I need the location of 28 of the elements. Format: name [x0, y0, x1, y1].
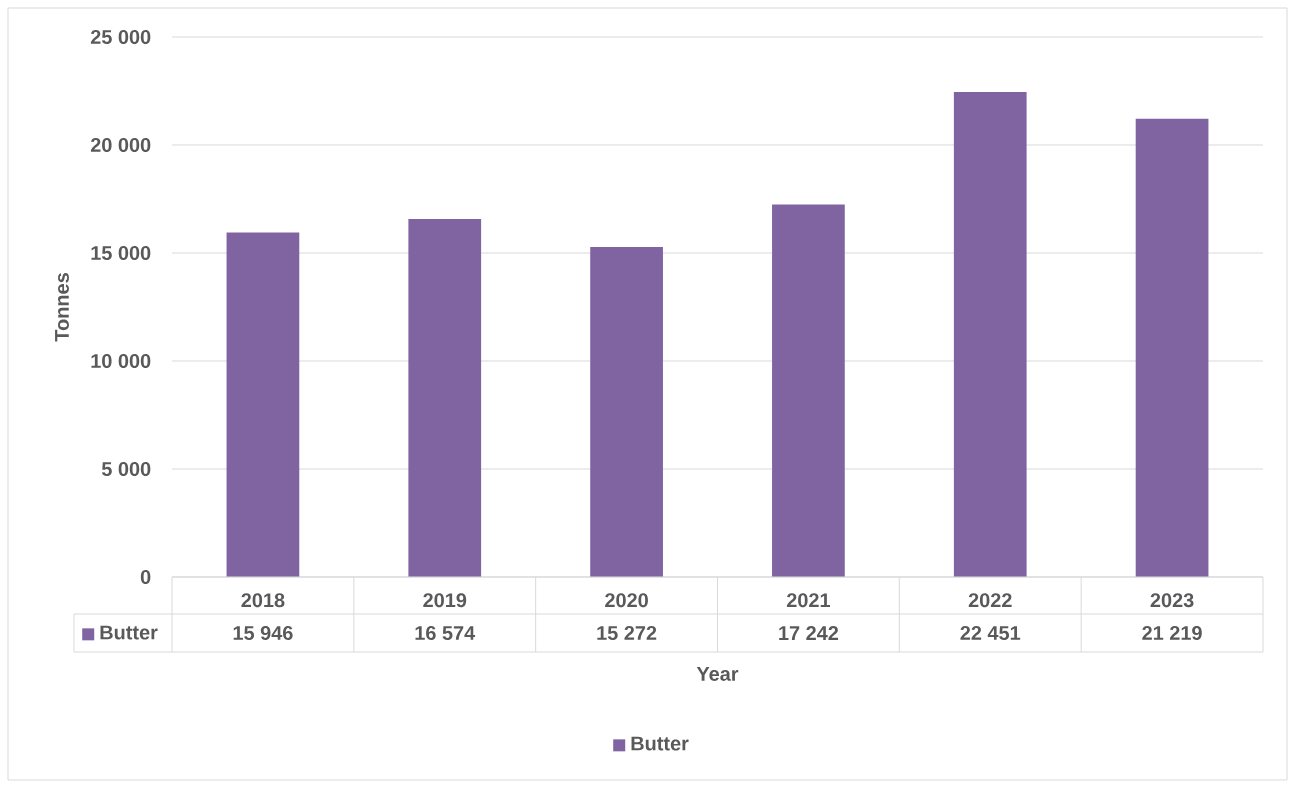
x-tick-label: 2019: [423, 593, 467, 608]
y-tick-label: 0: [140, 569, 151, 585]
data-label: 22 451: [960, 625, 1021, 641]
x-tick-label: 2022: [968, 593, 1012, 608]
bar: [226, 232, 300, 577]
x-tick-label: 2020: [605, 593, 648, 608]
data-label: 16 574: [415, 625, 476, 641]
bar: [1135, 118, 1209, 577]
bar: [408, 218, 482, 577]
y-tick-label: 15 000: [91, 245, 151, 261]
y-tick-label: 5 000: [101, 461, 151, 477]
x-tick-label: 2018: [241, 593, 285, 608]
y-tick-label: 25 000: [90, 29, 151, 45]
y-tick-label: 10 000: [91, 353, 151, 369]
bar: [772, 204, 845, 577]
x-axis-title: Year: [696, 667, 739, 681]
data-label: 15 946: [233, 625, 293, 641]
x-tick-label: 2023: [1150, 593, 1194, 608]
data-label: 17 242: [779, 626, 839, 640]
data-label: 15 272: [597, 625, 657, 641]
bar: [590, 247, 663, 577]
bar: [953, 92, 1027, 577]
y-axis-title: Tonnes: [55, 273, 69, 342]
text: Butter: [631, 736, 689, 751]
data-label: 21 219: [1142, 625, 1202, 641]
x-tick-label: 2021: [786, 593, 831, 608]
legend-label: Butter: [100, 625, 158, 640]
y-tick-label: 20 000: [90, 137, 151, 153]
